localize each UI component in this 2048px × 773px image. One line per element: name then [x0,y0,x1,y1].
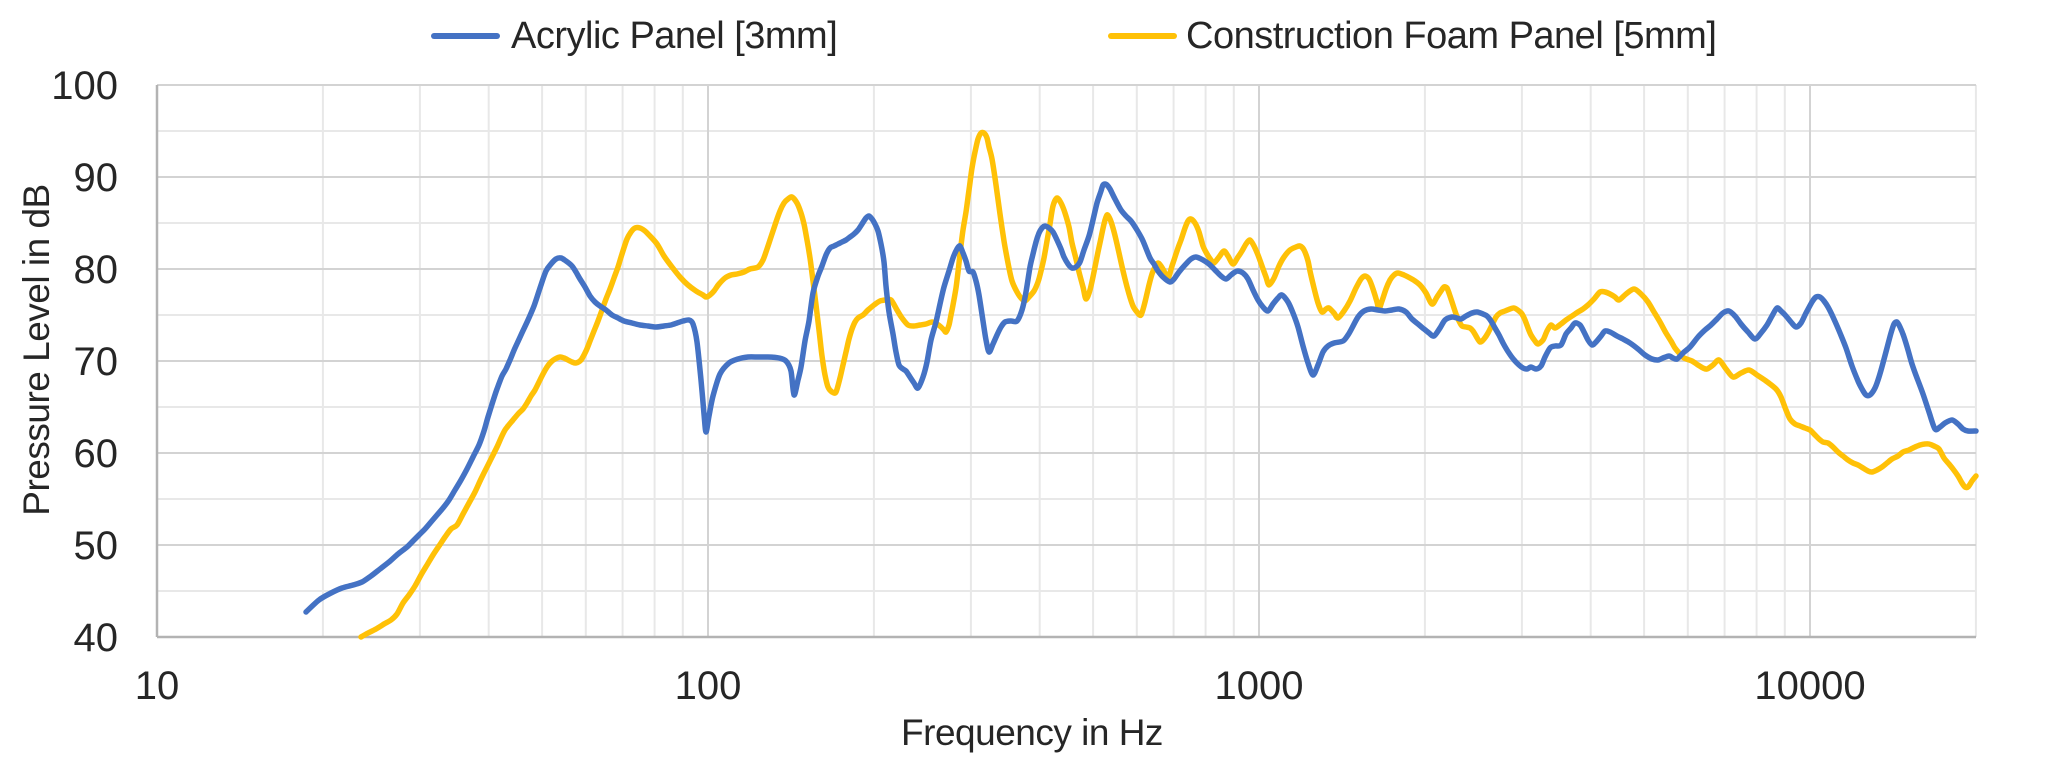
svg-text:Frequency in Hz: Frequency in Hz [901,712,1163,753]
svg-text:Pressure Level in dB: Pressure Level in dB [16,184,57,515]
svg-text:70: 70 [74,340,119,384]
svg-text:Construction Foam Panel [5mm]: Construction Foam Panel [5mm] [1186,15,1716,57]
svg-text:10: 10 [135,664,180,708]
svg-text:Acrylic Panel [3mm]: Acrylic Panel [3mm] [511,15,837,57]
svg-text:60: 60 [74,432,119,476]
svg-text:50: 50 [74,524,119,568]
svg-text:10000: 10000 [1754,664,1865,708]
svg-text:80: 80 [74,248,119,292]
svg-text:100: 100 [51,64,118,108]
svg-text:1000: 1000 [1215,664,1304,708]
svg-text:40: 40 [74,616,119,660]
svg-text:90: 90 [74,156,119,200]
svg-text:100: 100 [675,664,742,708]
